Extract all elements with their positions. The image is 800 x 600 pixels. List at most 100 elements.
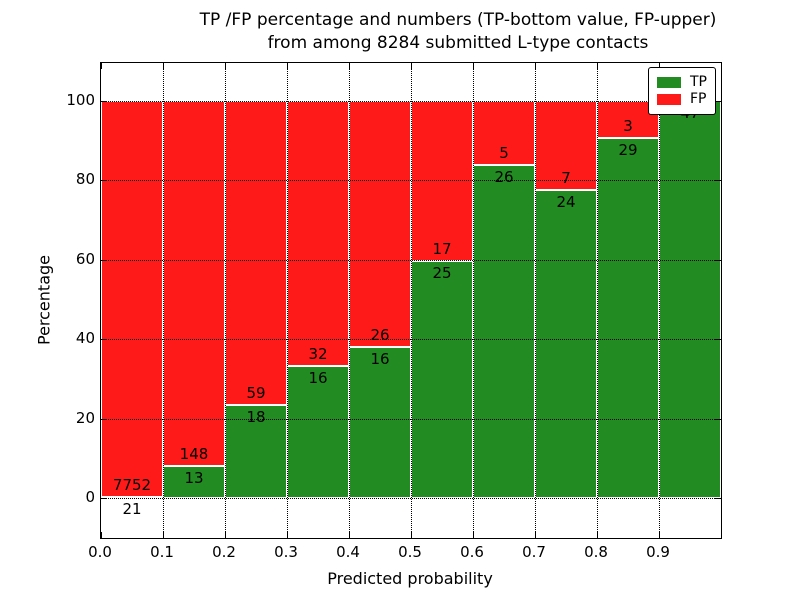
fp-count-label: 3 [623, 116, 633, 135]
tp-count-label: 18 [246, 408, 266, 427]
bar-segment-fp [349, 100, 411, 347]
x-tick-bottom [225, 532, 226, 538]
fp-color-swatch [657, 94, 681, 105]
vertical-gridline [349, 63, 350, 538]
y-tick-left [101, 259, 107, 261]
vertical-gridline [659, 63, 660, 538]
legend-item-tp: TP [657, 75, 707, 90]
y-tick-left [101, 339, 107, 340]
x-tick-top [349, 63, 350, 69]
legend-label-tp: TP [690, 74, 707, 90]
x-tick-bottom [101, 532, 102, 538]
legend: TP FP [648, 67, 716, 115]
fp-count-label: 26 [370, 325, 390, 344]
y-tick-label: 20 [75, 408, 95, 427]
vertical-gridline [163, 63, 164, 538]
y-tick-label: 40 [75, 329, 95, 347]
tp-color-swatch [657, 77, 681, 88]
fp-count-label: 148 [179, 444, 209, 463]
x-axis-label: Predicted probability [327, 569, 493, 588]
tp-count-label: 21 [122, 499, 142, 518]
vertical-gridline [411, 63, 412, 538]
x-tick-label: 0.2 [212, 543, 236, 561]
vertical-gridline [225, 63, 226, 538]
y-tick-left [101, 418, 107, 420]
chart-title: TP /FP percentage and numbers (TP-bottom… [200, 9, 717, 55]
vertical-gridline [473, 63, 474, 538]
y-tick-label: 0 [85, 488, 95, 506]
tp-count-label: 16 [370, 349, 390, 368]
bar-segment-tp [349, 346, 411, 498]
x-tick-label: 0.7 [522, 543, 546, 561]
x-tick-bottom [473, 532, 474, 538]
vertical-gridline [535, 63, 536, 538]
x-tick-bottom [411, 532, 412, 538]
x-tick-label: 0.9 [646, 543, 670, 561]
x-tick-bottom [597, 532, 598, 538]
legend-item-fp: FP [657, 92, 707, 107]
y-tick-left [101, 100, 107, 102]
y-tick-label: 80 [75, 170, 95, 188]
x-tick-top [163, 63, 164, 69]
bar-segment-fp [225, 100, 287, 406]
y-tick-right [715, 339, 721, 340]
x-tick-label: 0.5 [398, 543, 422, 561]
y-tick-right [715, 100, 721, 102]
x-tick-bottom [287, 532, 288, 538]
bar-segment-tp [597, 137, 659, 498]
fp-count-label: 17 [432, 240, 452, 259]
bar-segment-fp [535, 100, 597, 191]
y-tick-right [715, 498, 721, 499]
x-tick-label: 0.4 [336, 543, 360, 561]
bar-segment-fp [101, 100, 163, 497]
bar-segment-tp [659, 100, 721, 498]
y-tick-left [101, 180, 107, 181]
bar-segment-tp [163, 465, 225, 498]
x-tick-label: 0.3 [274, 543, 298, 561]
x-tick-top [535, 63, 536, 69]
bar-segment-tp [535, 190, 597, 498]
tp-count-label: 29 [618, 140, 638, 159]
y-tick-label: 100 [66, 90, 95, 109]
x-tick-bottom [163, 532, 164, 538]
bar-segment-tp [473, 164, 535, 498]
x-tick-top [225, 63, 226, 69]
x-tick-bottom [349, 532, 350, 538]
tp-count-label: 26 [494, 167, 514, 186]
x-tick-top [659, 63, 660, 69]
fp-count-label: 59 [246, 384, 266, 403]
tp-count-label: 13 [184, 468, 204, 487]
fp-count-label: 7 [561, 169, 571, 188]
chart-title-line2: from among 8284 submitted L-type contact… [267, 33, 649, 53]
x-tick-top [597, 63, 598, 69]
x-tick-top [101, 63, 102, 69]
plot-area: TP FP 7752 21 148 13 59 18 32 16 26 16 17 25 5 26 7 24 3… [100, 62, 722, 539]
x-tick-top [287, 63, 288, 69]
fp-count-label: 7752 [112, 475, 152, 494]
y-tick-right [715, 418, 721, 420]
fp-count-label: 5 [499, 143, 509, 162]
tp-count-label: 25 [432, 264, 452, 283]
x-tick-label: 0.6 [460, 543, 484, 561]
bar-segment-tp [287, 365, 349, 498]
x-tick-label: 0.0 [88, 543, 112, 561]
x-tick-top [411, 63, 412, 69]
y-tick-right [715, 259, 721, 261]
tp-count-label: 24 [556, 193, 576, 212]
chart-title-line1: TP /FP percentage and numbers (TP-bottom… [199, 10, 717, 30]
y-tick-right [715, 180, 721, 181]
bar-segment-tp [411, 261, 473, 498]
tp-count-label: 16 [308, 368, 328, 387]
y-tick-label: 60 [75, 249, 95, 268]
vertical-gridline [597, 63, 598, 538]
vertical-gridline [287, 63, 288, 538]
x-tick-label: 0.1 [150, 543, 174, 561]
y-tick-left [101, 498, 107, 499]
bar-segment-fp [287, 100, 349, 366]
x-tick-label: 0.8 [584, 543, 608, 561]
bar-segment-fp [163, 100, 225, 466]
x-tick-top [473, 63, 474, 69]
fp-count-label: 32 [308, 344, 328, 363]
x-tick-bottom [659, 532, 660, 538]
